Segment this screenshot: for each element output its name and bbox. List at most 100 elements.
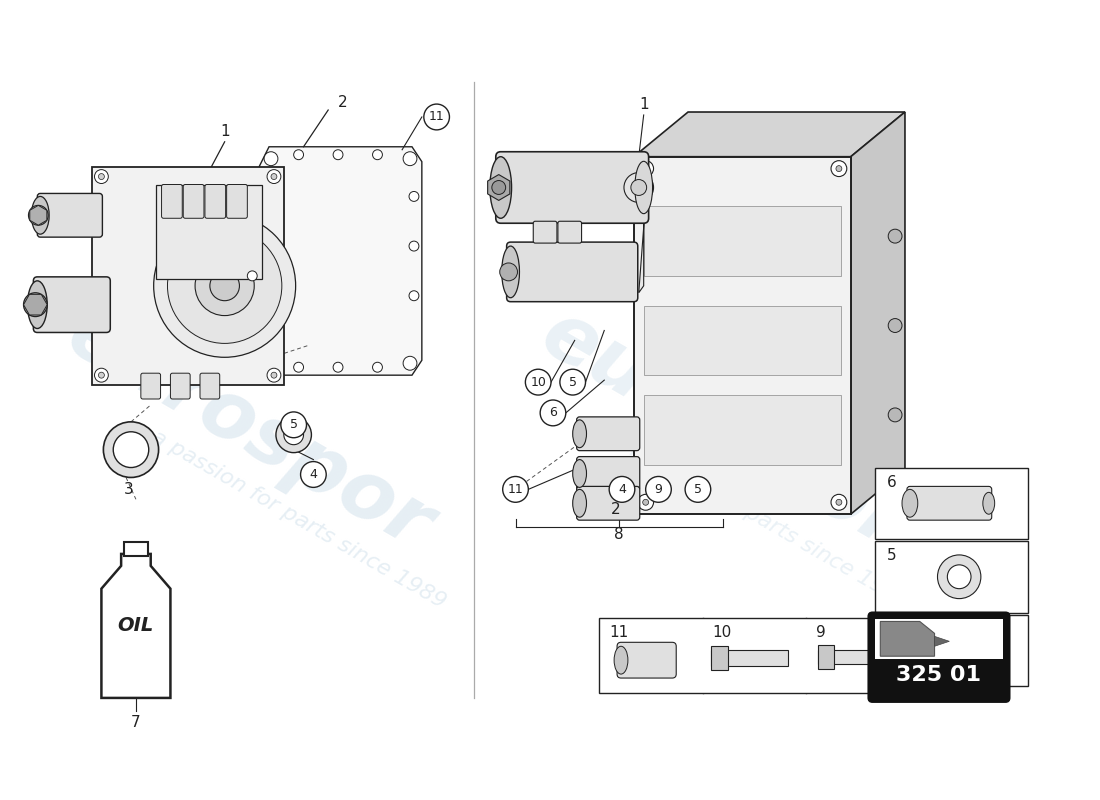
Circle shape [103, 422, 158, 478]
Circle shape [526, 370, 551, 395]
FancyBboxPatch shape [37, 194, 102, 237]
FancyBboxPatch shape [576, 417, 640, 450]
Polygon shape [487, 174, 510, 200]
FancyBboxPatch shape [910, 642, 993, 658]
FancyBboxPatch shape [644, 395, 840, 465]
Circle shape [642, 166, 649, 171]
Text: 325 01: 325 01 [896, 665, 981, 685]
Text: 9: 9 [654, 483, 662, 496]
FancyBboxPatch shape [711, 646, 728, 670]
Text: 5: 5 [888, 549, 896, 563]
Text: a passion for parts since 1989: a passion for parts since 1989 [612, 426, 913, 612]
Ellipse shape [502, 246, 519, 298]
Circle shape [294, 150, 304, 160]
Circle shape [95, 170, 108, 183]
FancyBboxPatch shape [200, 373, 220, 399]
Text: 8: 8 [614, 526, 624, 542]
Text: 11: 11 [507, 483, 524, 496]
Ellipse shape [573, 420, 586, 448]
Text: 4: 4 [618, 483, 626, 496]
Circle shape [560, 370, 585, 395]
Circle shape [492, 181, 506, 194]
Circle shape [888, 318, 902, 333]
FancyBboxPatch shape [507, 242, 638, 302]
FancyBboxPatch shape [33, 277, 110, 333]
Circle shape [631, 179, 647, 195]
Circle shape [830, 161, 847, 177]
Polygon shape [101, 554, 170, 698]
FancyBboxPatch shape [818, 650, 879, 664]
Ellipse shape [902, 490, 917, 517]
Ellipse shape [32, 197, 50, 234]
FancyBboxPatch shape [644, 206, 840, 276]
Text: OIL: OIL [118, 616, 154, 635]
Text: 2: 2 [612, 502, 620, 517]
Circle shape [642, 499, 649, 506]
FancyBboxPatch shape [558, 222, 582, 243]
Circle shape [99, 174, 104, 179]
Circle shape [646, 477, 671, 502]
Polygon shape [260, 146, 421, 375]
FancyBboxPatch shape [170, 373, 190, 399]
FancyBboxPatch shape [876, 619, 1002, 658]
Circle shape [947, 565, 971, 589]
Text: 10: 10 [530, 376, 546, 389]
FancyBboxPatch shape [496, 152, 649, 223]
Circle shape [333, 150, 343, 160]
Text: 5: 5 [569, 376, 576, 389]
Circle shape [23, 293, 47, 317]
Circle shape [424, 104, 450, 130]
Circle shape [409, 191, 419, 202]
Circle shape [29, 206, 48, 226]
Ellipse shape [490, 157, 512, 218]
FancyBboxPatch shape [184, 185, 204, 218]
FancyBboxPatch shape [711, 650, 788, 666]
Polygon shape [850, 112, 905, 514]
Text: a passion for parts since 1989: a passion for parts since 1989 [147, 426, 449, 612]
Text: 3: 3 [124, 482, 134, 497]
Circle shape [685, 477, 711, 502]
Circle shape [540, 400, 565, 426]
FancyBboxPatch shape [644, 306, 840, 375]
Circle shape [937, 555, 981, 598]
Circle shape [830, 494, 847, 510]
Circle shape [284, 425, 304, 445]
Ellipse shape [573, 490, 586, 517]
Circle shape [609, 477, 635, 502]
Circle shape [300, 462, 327, 487]
Circle shape [836, 166, 842, 171]
FancyBboxPatch shape [617, 642, 676, 678]
Polygon shape [23, 294, 47, 315]
FancyBboxPatch shape [155, 185, 262, 279]
FancyBboxPatch shape [876, 614, 1028, 686]
Polygon shape [935, 636, 949, 646]
FancyBboxPatch shape [124, 542, 147, 556]
Circle shape [333, 362, 343, 372]
FancyBboxPatch shape [141, 373, 161, 399]
Text: 1: 1 [220, 124, 230, 139]
FancyBboxPatch shape [162, 185, 183, 218]
FancyBboxPatch shape [227, 185, 248, 218]
Text: eurospor: eurospor [54, 294, 446, 566]
Text: 4: 4 [309, 468, 317, 481]
Circle shape [276, 417, 311, 453]
Circle shape [154, 214, 296, 358]
Ellipse shape [573, 459, 586, 487]
Polygon shape [30, 206, 47, 226]
Ellipse shape [635, 162, 652, 214]
Circle shape [262, 241, 272, 251]
Circle shape [264, 152, 278, 166]
Circle shape [167, 228, 282, 343]
Circle shape [99, 372, 104, 378]
Circle shape [409, 290, 419, 301]
Text: 10: 10 [713, 625, 732, 640]
Text: 9: 9 [816, 625, 826, 640]
FancyBboxPatch shape [910, 638, 932, 662]
Text: 2: 2 [338, 94, 348, 110]
Circle shape [262, 290, 272, 301]
Circle shape [95, 368, 108, 382]
FancyBboxPatch shape [876, 541, 1028, 613]
Text: 1: 1 [639, 97, 649, 111]
Circle shape [271, 372, 277, 378]
Circle shape [373, 362, 383, 372]
